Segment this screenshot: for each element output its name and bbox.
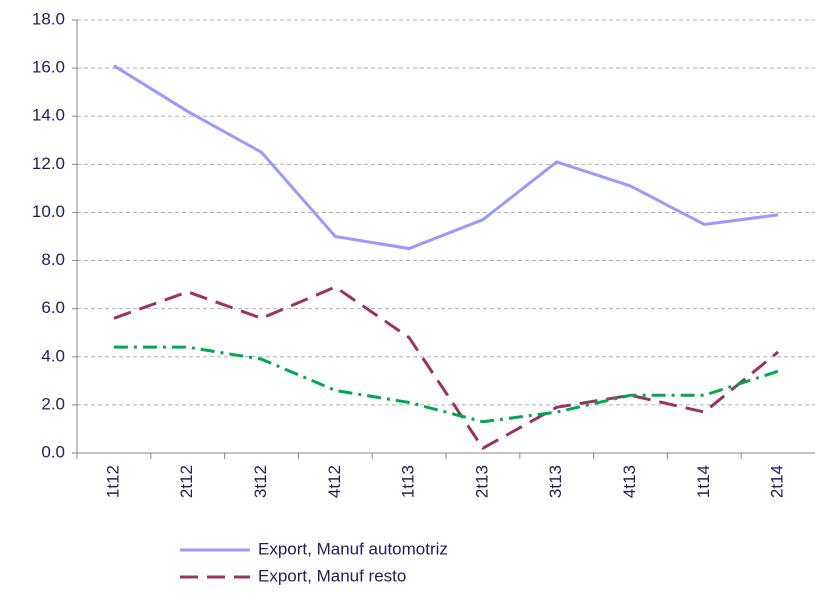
x-tick-label: 4t12 — [325, 465, 344, 498]
y-tick-label: 10.0 — [32, 202, 65, 221]
y-tick-label: 6.0 — [41, 298, 65, 317]
x-tick-label: 1t12 — [103, 465, 122, 498]
x-tick-label: 2t14 — [768, 465, 787, 498]
y-tick-label: 14.0 — [32, 106, 65, 125]
y-tick-label: 0.0 — [41, 442, 65, 461]
series-line — [113, 345, 779, 424]
y-tick-label: 8.0 — [41, 250, 65, 269]
series-line — [113, 64, 779, 251]
x-tick-label: 2t12 — [177, 465, 196, 498]
x-tick-label: 4t13 — [620, 465, 639, 498]
x-tick-label: 1t14 — [694, 465, 713, 498]
series-line — [113, 285, 780, 451]
x-tick-label: 3t13 — [546, 465, 565, 498]
y-tick-label: 2.0 — [41, 394, 65, 413]
x-tick-label: 1t13 — [399, 465, 418, 498]
y-tick-label: 18.0 — [32, 9, 65, 28]
x-tick-label: 3t12 — [251, 465, 270, 498]
legend-label: Export, Manuf automotriz — [258, 539, 448, 558]
x-tick-label: 2t13 — [472, 465, 491, 498]
y-tick-label: 12.0 — [32, 154, 65, 173]
y-tick-label: 4.0 — [41, 346, 65, 365]
y-tick-label: 16.0 — [32, 58, 65, 77]
legend-label: Export, Manuf resto — [258, 566, 406, 585]
